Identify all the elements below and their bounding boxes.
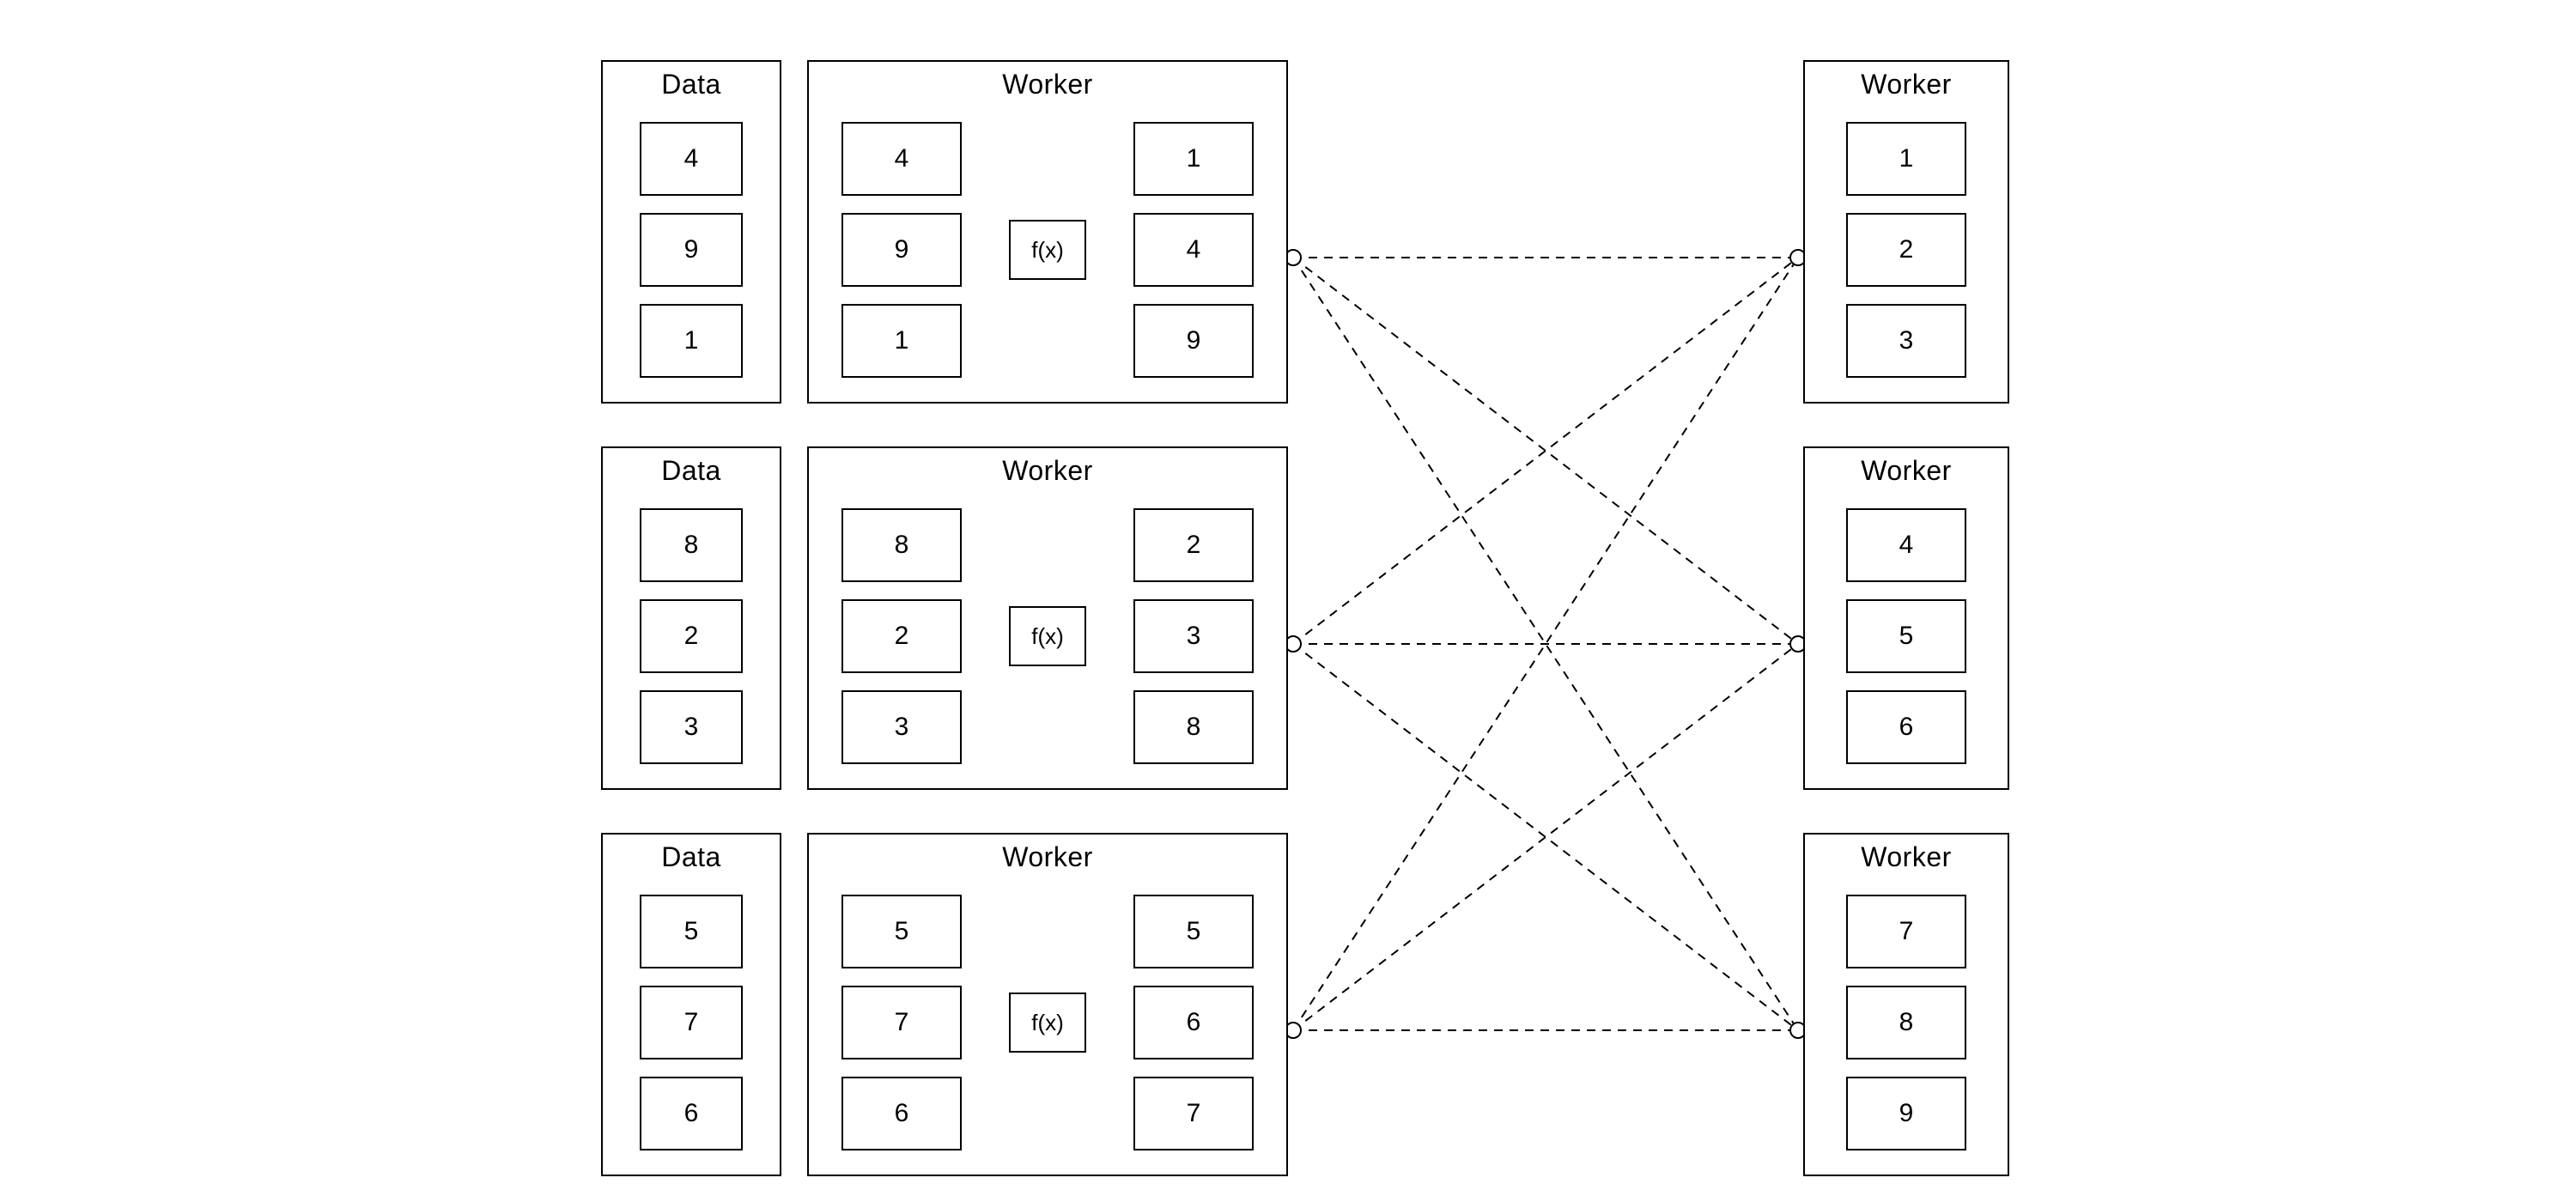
worker-right-cell-1-2: 6: [1846, 690, 1966, 764]
data-cell-2-2: 6: [640, 1077, 743, 1150]
fx-box-2: f(x): [1009, 993, 1086, 1053]
worker-right-title-0: Worker: [1803, 69, 2009, 115]
worker-left-title-2: Worker: [807, 841, 1288, 888]
edge-2-0: [1293, 258, 1798, 1030]
worker-in-cell-0-2: 1: [841, 304, 962, 378]
worker-out-cell-2-0: 5: [1133, 895, 1254, 968]
worker-out-cell-1-0: 2: [1133, 508, 1254, 582]
worker-in-cell-2-1: 7: [841, 986, 962, 1059]
worker-left-title-1: Worker: [807, 455, 1288, 501]
edge-2-1: [1293, 644, 1798, 1030]
data-cell-0-0: 4: [640, 122, 743, 196]
data-title-2: Data: [601, 841, 781, 888]
edge-0-2: [1293, 258, 1798, 1030]
worker-right-cell-2-0: 7: [1846, 895, 1966, 968]
worker-out-cell-0-0: 1: [1133, 122, 1254, 196]
worker-right-cell-2-1: 8: [1846, 986, 1966, 1059]
worker-right-cell-0-1: 2: [1846, 213, 1966, 287]
worker-in-cell-2-2: 6: [841, 1077, 962, 1150]
worker-in-cell-1-1: 2: [841, 599, 962, 673]
worker-right-cell-2-2: 9: [1846, 1077, 1966, 1150]
worker-right-title-1: Worker: [1803, 455, 2009, 501]
data-cell-0-2: 1: [640, 304, 743, 378]
data-cell-1-2: 3: [640, 690, 743, 764]
worker-right-cell-1-1: 5: [1846, 599, 1966, 673]
worker-out-cell-1-2: 8: [1133, 690, 1254, 764]
worker-right-title-2: Worker: [1803, 841, 2009, 888]
data-cell-1-0: 8: [640, 508, 743, 582]
edge-1-2: [1293, 644, 1798, 1030]
edge-0-1: [1293, 258, 1798, 644]
worker-in-cell-1-0: 8: [841, 508, 962, 582]
edge-1-0: [1293, 258, 1798, 644]
diagram-canvas: { "layout": { "row_y": [70, 520, 970], "…: [0, 0, 2576, 1202]
worker-right-cell-0-2: 3: [1846, 304, 1966, 378]
worker-out-cell-0-2: 9: [1133, 304, 1254, 378]
data-cell-1-1: 2: [640, 599, 743, 673]
worker-in-cell-2-0: 5: [841, 895, 962, 968]
fx-box-0: f(x): [1009, 220, 1086, 280]
worker-in-cell-0-1: 9: [841, 213, 962, 287]
worker-out-cell-2-2: 7: [1133, 1077, 1254, 1150]
connection-lines: [0, 0, 2576, 1202]
worker-out-cell-1-1: 3: [1133, 599, 1254, 673]
worker-out-cell-2-1: 6: [1133, 986, 1254, 1059]
worker-right-cell-0-0: 1: [1846, 122, 1966, 196]
data-cell-0-1: 9: [640, 213, 743, 287]
data-cell-2-0: 5: [640, 895, 743, 968]
data-title-1: Data: [601, 455, 781, 501]
worker-right-cell-1-0: 4: [1846, 508, 1966, 582]
worker-out-cell-0-1: 4: [1133, 213, 1254, 287]
worker-in-cell-1-2: 3: [841, 690, 962, 764]
data-title-0: Data: [601, 69, 781, 115]
data-cell-2-1: 7: [640, 986, 743, 1059]
fx-box-1: f(x): [1009, 606, 1086, 666]
worker-in-cell-0-0: 4: [841, 122, 962, 196]
worker-left-title-0: Worker: [807, 69, 1288, 115]
